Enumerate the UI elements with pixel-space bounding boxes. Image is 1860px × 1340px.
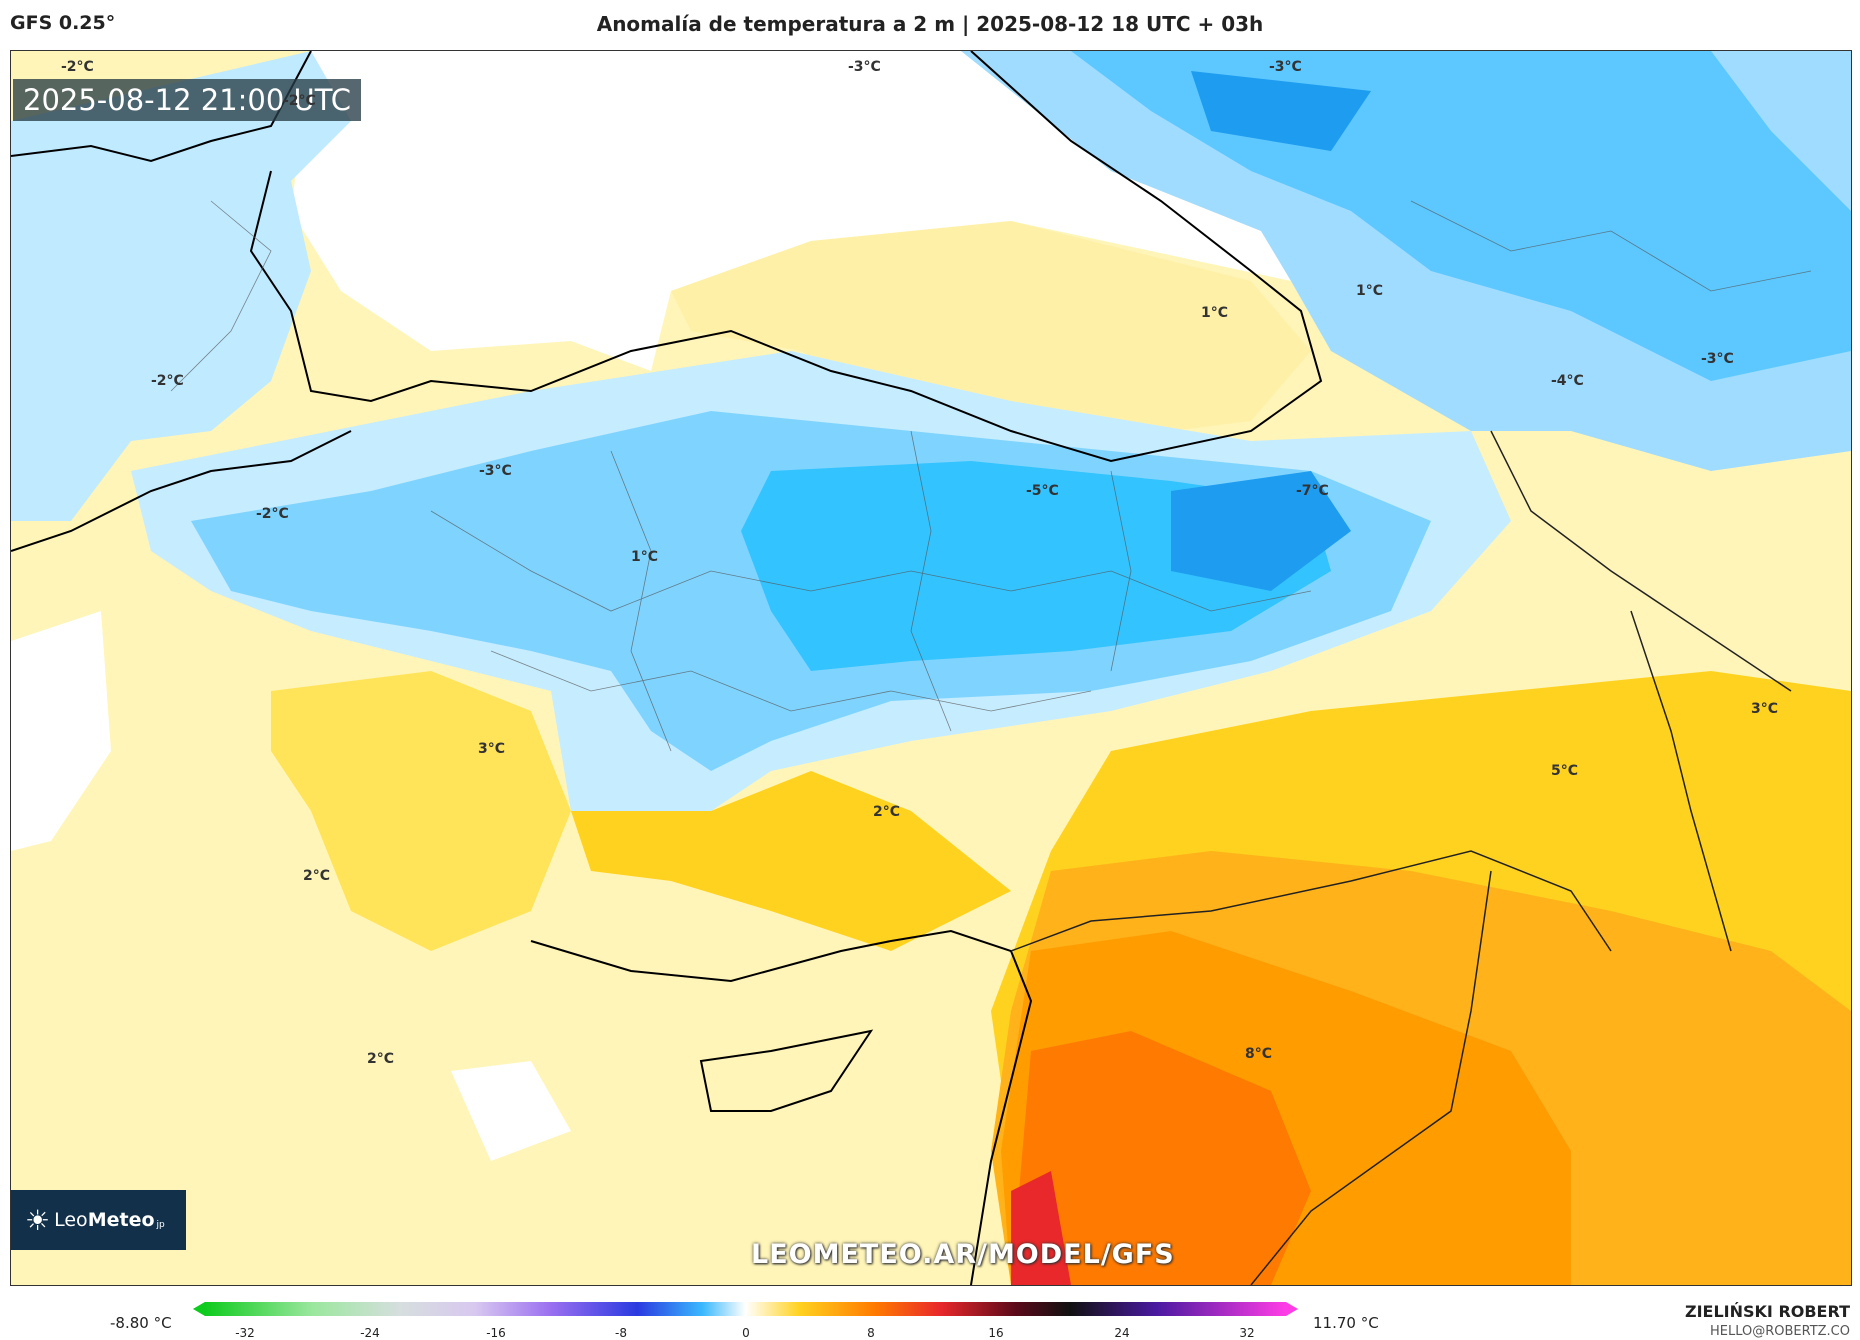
contour-label: -7°C (1296, 483, 1329, 499)
legend-tick: -8 (615, 1326, 627, 1340)
legend-tick: 24 (1114, 1326, 1130, 1340)
contour-label: 2°C (367, 1051, 395, 1067)
contour-label: 2°C (303, 868, 331, 884)
western-anatolia-warm-area (271, 671, 571, 951)
chart-title: Anomalía de temperatura a 2 m | 2025-08-… (596, 12, 1264, 36)
country-borders (1010, 430, 1792, 1285)
contour-label: -3°C (1701, 351, 1734, 367)
leometeo-logo[interactable]: ☀ Leo Meteo jp (11, 1190, 186, 1250)
southern-coast-warm-area (571, 771, 1011, 951)
coastlines (11, 51, 1323, 1285)
legend-tick: -24 (360, 1326, 380, 1340)
contour-label: -2°C (256, 506, 289, 522)
author-name: ZIELIŃSKI ROBERT (1684, 1302, 1850, 1321)
valid-time-label: 2025-08-12 21:00 UTC (13, 79, 362, 121)
contour-label: 1°C (1201, 305, 1229, 321)
contour-label: -5°C (1026, 483, 1059, 499)
logo-text-bold: Meteo (87, 1209, 155, 1231)
contour-label: 8°C (1245, 1046, 1273, 1062)
legend-tick: 8 (867, 1326, 875, 1340)
legend-min-value: -8.80 °C (110, 1314, 172, 1332)
contour-label: -2°C (283, 93, 316, 109)
contour-label: 2°C (873, 804, 901, 820)
author-email[interactable]: HELLO@ROBERTZ.CO (1709, 1324, 1850, 1339)
caucasus-cold-core (1191, 71, 1371, 151)
anomaly-field (11, 51, 1851, 1285)
model-url-watermark: LEOMETEO.AR/MODEL/GFS (751, 1239, 1175, 1270)
color-legend: -8.80 °C 11.7 (0, 1284, 1860, 1340)
aegean-white-patch (11, 611, 111, 851)
contour-label: 3°C (1751, 701, 1779, 717)
contour-label: -2°C (61, 59, 94, 75)
black-sea-warm-area (671, 221, 1311, 441)
contour-label: 3°C (478, 741, 506, 757)
black-sea-white-area (291, 51, 1291, 371)
contour-label: -3°C (479, 463, 512, 479)
contour-label: -3°C (848, 59, 881, 75)
levant-hot-core (1011, 1031, 1311, 1285)
temperature-anomaly-map[interactable]: 2025-08-12 21:00 UTC -2°C -2°C -3°C -3°C… (10, 50, 1852, 1286)
mediterranean-white-patch (451, 1061, 571, 1161)
eastern-cold-core (1171, 471, 1351, 591)
sun-icon: ☀ (25, 1203, 51, 1237)
balkans-cold-area (11, 51, 351, 521)
legend-colorbar (193, 1302, 1298, 1316)
contour-label: 1°C (631, 549, 659, 565)
contour-label: 5°C (1551, 763, 1579, 779)
logo-text-light: Leo (54, 1209, 88, 1231)
legend-tick: 16 (988, 1326, 1004, 1340)
legend-tick: -32 (235, 1326, 255, 1340)
contour-label: -4°C (1551, 373, 1584, 389)
legend-tick: 32 (1239, 1326, 1255, 1340)
contour-label: 1°C (1356, 283, 1384, 299)
contour-label: -2°C (151, 373, 184, 389)
logo-suffix: jp (156, 1220, 165, 1230)
jordan-hot-core (1011, 1171, 1071, 1285)
legend-max-value: 11.70 °C (1313, 1314, 1379, 1332)
contour-label: -3°C (1269, 59, 1302, 75)
model-name: GFS 0.25° (10, 12, 116, 34)
legend-tick: -16 (486, 1326, 506, 1340)
legend-tick: 0 (742, 1326, 750, 1340)
province-lines (170, 200, 1812, 752)
